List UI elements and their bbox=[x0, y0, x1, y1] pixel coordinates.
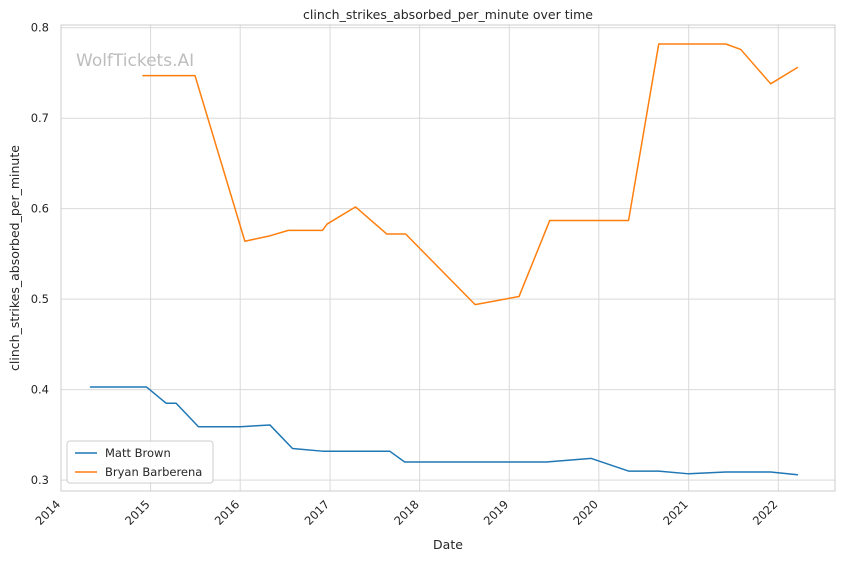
series-line-bryan-barberena bbox=[142, 43, 799, 306]
y-tick-labels: 0.3 0.4 0.5 0.6 0.7 0.8 bbox=[31, 21, 49, 487]
y-axis-title: clinch_strikes_absorbed_per_minute bbox=[7, 145, 22, 371]
x-tick-labels: 2014 2015 2016 2017 2018 2019 2020 2021 2022 bbox=[33, 497, 781, 528]
y-tick-label: 0.7 bbox=[31, 111, 49, 125]
x-tick-label: 2020 bbox=[570, 497, 601, 528]
plot-area bbox=[61, 25, 835, 491]
x-tick-label: 2016 bbox=[212, 497, 243, 528]
x-tick-label: 2014 bbox=[33, 497, 64, 528]
legend-label: Matt Brown bbox=[105, 446, 171, 460]
y-tick-label: 0.8 bbox=[31, 21, 49, 35]
x-tick-label: 2022 bbox=[750, 497, 781, 528]
plot-frame bbox=[60, 24, 836, 492]
legend: Matt Brown Bryan Barberena bbox=[66, 440, 214, 484]
y-tick-label: 0.5 bbox=[31, 292, 49, 306]
x-tick-label: 2017 bbox=[302, 497, 333, 528]
watermark-text: WolfTickets.AI bbox=[76, 51, 194, 71]
series-line-matt-brown bbox=[89, 386, 799, 476]
x-axis-title: Date bbox=[433, 537, 463, 552]
series-lines bbox=[89, 43, 799, 476]
y-tick-label: 0.6 bbox=[31, 202, 49, 216]
y-tick-label: 0.4 bbox=[31, 383, 49, 397]
legend-label: Bryan Barberena bbox=[105, 465, 202, 479]
y-tick-label: 0.3 bbox=[31, 473, 49, 487]
x-tick-label: 2021 bbox=[660, 497, 691, 528]
legend-box bbox=[66, 440, 214, 484]
x-tick-label: 2019 bbox=[481, 497, 512, 528]
x-tick-label: 2015 bbox=[122, 497, 153, 528]
x-tick-label: 2018 bbox=[391, 497, 422, 528]
grid-lines bbox=[60, 25, 835, 491]
chart-title: clinch_strikes_absorbed_per_minute over … bbox=[303, 7, 593, 22]
